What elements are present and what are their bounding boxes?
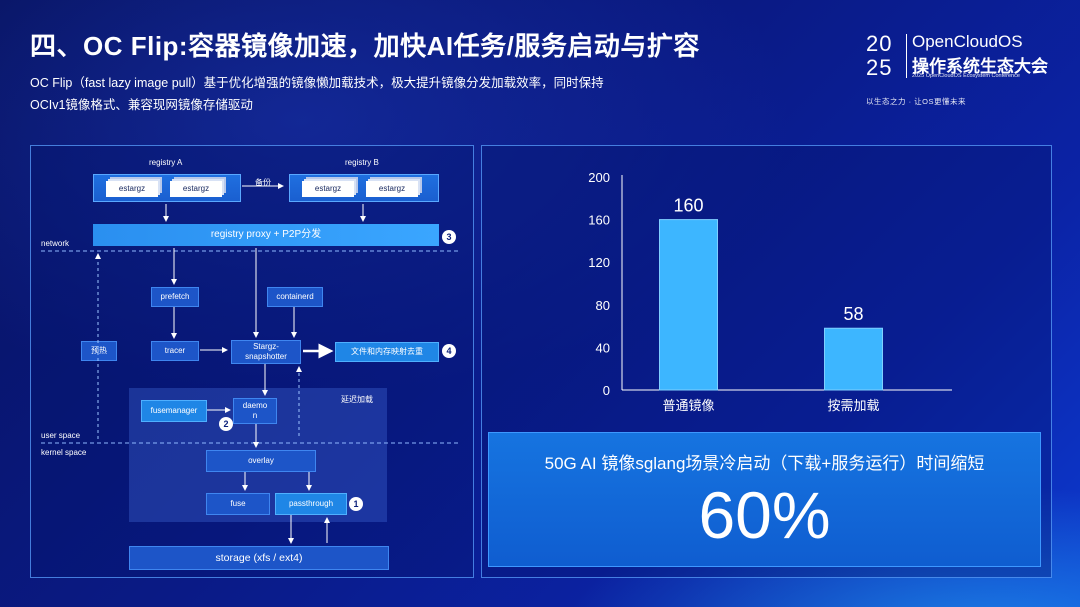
kernel-space-label: kernel space [41,448,87,457]
backup-label: 备份 [255,178,271,187]
result-value: 60% [698,478,831,552]
architecture-diagram-panel: registry A registry B estargz estargz es… [30,145,474,578]
x-tick-label: 普通镜像 [662,398,714,413]
badge-1: 1 [349,497,363,511]
containerd-box: containerd [267,287,323,307]
estargz-tag: estargz [106,181,158,197]
badge-4: 4 [442,344,456,358]
page-title: 四、OC Flip:容器镜像加速，加快AI任务/服务启动与扩容 [30,31,700,61]
y-tick-label: 200 [588,170,610,185]
network-label: network [41,239,70,248]
logo-year-top: 20 [866,31,893,56]
bar [659,219,718,391]
conference-logo: 20 25 OpenCloudOS 操作系统生态大会 2025 OpenClou… [866,32,1066,107]
prefetch-box: prefetch [151,287,199,307]
snapshotter-box: Stargz- snapshotter [231,340,301,364]
badge-3: 3 [442,230,456,244]
user-space-label: user space [41,431,81,440]
page-subtitle-line-1: OC Flip（fast lazy image pull）基于优化增强的镜像懒加… [30,76,604,90]
logo-slogan: 以生态之力 · 让OS更懂未来 [866,97,967,106]
logo-name-cn: 操作系统生态大会 [912,57,1048,76]
storage-box: storage (xfs / ext4) [129,546,389,570]
diagram-connectors [41,183,461,544]
fusemanager-box: fusemanager [141,400,207,422]
registry-proxy: registry proxy + P2P分发 [93,224,439,246]
logo-name-en: 2025 OpenCloudOS Ecosystem Conference [912,73,1020,79]
lazy-load-label: 延迟加载 [341,395,373,404]
preheat-box: 预热 [81,341,117,361]
badge-2: 2 [219,417,233,431]
result-text: 50G AI 镜像sglang场景冷启动（下载+服务运行）时间缩短 [544,454,985,473]
registry-a: estargz estargz [93,174,241,202]
registry-a-label: registry A [149,158,183,167]
logo-name: OpenCloudOS [912,32,1023,51]
result-banner: 50G AI 镜像sglang场景冷启动（下载+服务运行）时间缩短 60% [488,432,1041,567]
x-tick-label: 按需加载 [827,398,879,413]
tracer-box: tracer [151,341,199,361]
estargz-tag: estargz [366,181,418,197]
bar-chart: 0 40 80 120 160 200 160 普通镜像 58 按需加载 [588,170,952,413]
bar [824,327,883,391]
y-tick-label: 160 [588,213,610,228]
fuse-box: fuse [206,493,270,515]
estargz-tag: estargz [302,181,354,197]
overlay-box: overlay [206,450,316,472]
logo-divider [906,34,907,78]
y-tick-label: 80 [596,298,610,313]
daemon-box: daemo n [233,398,277,424]
passthrough-box: passthrough [275,493,347,515]
bar-value-label: 160 [673,196,703,216]
registry-b-label: registry B [345,158,379,167]
dedup-box: 文件和内存映射去重 [335,342,439,362]
y-tick-label: 120 [588,255,610,270]
registry-b: estargz estargz [289,174,439,202]
logo-year-bottom: 25 [866,55,893,80]
y-tick-label: 40 [596,340,610,355]
logo-year: 20 25 [866,32,902,80]
estargz-tag: estargz [170,181,222,197]
page-subtitle-line-2: OCIv1镜像格式、兼容现网镜像存储驱动 [30,98,253,112]
y-tick-label: 0 [603,383,610,398]
bar-value-label: 58 [843,304,863,324]
